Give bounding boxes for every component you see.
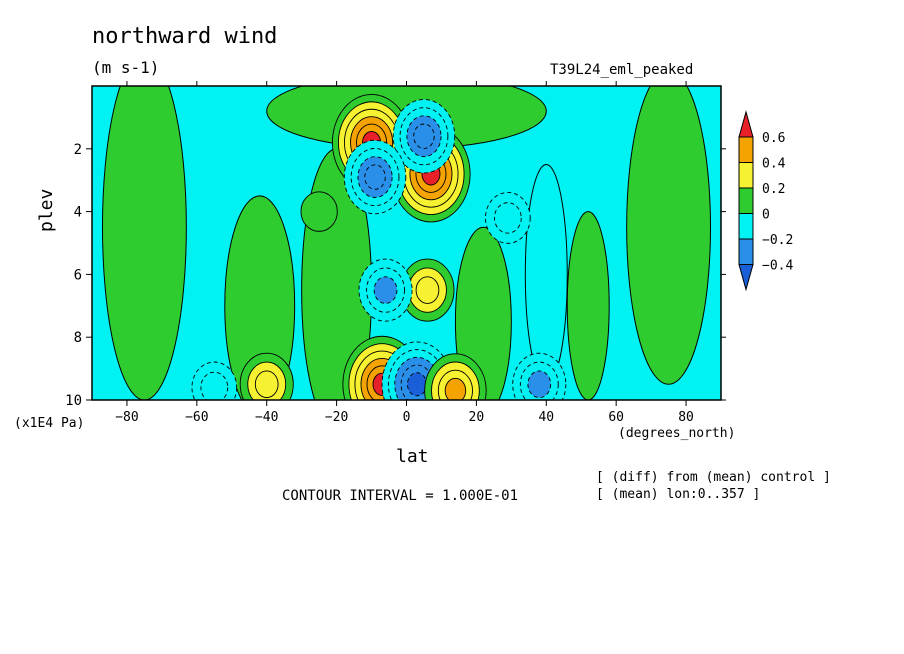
colorbar-segment [738, 187, 754, 214]
y-axis-units: (x1E4 Pa) [14, 416, 85, 431]
x-tick-label: 80 [678, 410, 694, 425]
colorbar-label: 0.6 [762, 131, 785, 146]
contour-band [224, 195, 296, 400]
x-tick-label: −40 [255, 410, 278, 425]
contour-cell [413, 123, 435, 149]
y-tick-label: 2 [74, 142, 82, 158]
contour-cell [200, 371, 229, 400]
colorbar-label: 0 [762, 208, 770, 223]
contour-cell [300, 191, 338, 232]
colorbar-segment [738, 238, 754, 265]
colorbar-segment [738, 213, 754, 240]
contour-cell [364, 164, 386, 190]
y-tick-label: 4 [74, 205, 82, 221]
contour-interval: CONTOUR INTERVAL = 1.000E-01 [282, 488, 519, 504]
chart-units: (m s-1) [92, 58, 160, 77]
experiment-label: T39L24_eml_peaked [550, 62, 694, 78]
y-axis-label: plev [36, 188, 57, 232]
contour-field [92, 86, 721, 400]
contour-cell [254, 370, 279, 399]
diff-note: [ (diff) from (mean) control ] [596, 470, 831, 485]
colorbar-top-arrow [738, 110, 754, 138]
x-tick-label: 20 [469, 410, 485, 425]
x-axis-units: (degrees_north) [618, 426, 736, 441]
colorbar: 0.6 0.4 0.2 0 −0.2 −0.4 [738, 110, 793, 292]
x-tick-label: 60 [608, 410, 624, 425]
contour-cell [527, 370, 552, 399]
x-tick-label: 0 [403, 410, 411, 425]
contour-band [101, 86, 187, 400]
contour-band [524, 164, 568, 385]
colorbar-label: −0.2 [762, 233, 793, 248]
contour-cell [373, 276, 398, 304]
y-tick-label: 6 [74, 267, 82, 283]
contour-cell [493, 202, 522, 234]
colorbar-segment [738, 136, 754, 163]
chart-title: northward wind [92, 24, 278, 49]
colorbar-bottom-arrow [738, 264, 754, 292]
colorbar-label: 0.2 [762, 182, 785, 197]
contour-band [454, 226, 512, 400]
y-tick-label: 8 [74, 330, 82, 346]
contour-cell [444, 377, 467, 400]
x-tick-label: −60 [185, 410, 208, 425]
x-tick-label: −80 [115, 410, 138, 425]
y-tick-label: 10 [65, 393, 82, 409]
x-tick-label: −20 [325, 410, 348, 425]
contour-band [626, 86, 712, 385]
mean-note: [ (mean) lon:0..357 ] [596, 487, 761, 502]
x-axis: −80 −60 −40 −20 0 20 40 60 80 [115, 81, 694, 425]
contour-cell [415, 276, 440, 304]
colorbar-segment [738, 162, 754, 189]
contour-cell [407, 372, 427, 397]
colorbar-label: 0.4 [762, 157, 786, 172]
x-axis-label: lat [396, 446, 429, 467]
colorbar-label: −0.4 [762, 259, 793, 274]
x-tick-label: 40 [538, 410, 554, 425]
y-axis: 2 4 6 8 10 [65, 142, 726, 409]
contour-band [566, 211, 610, 400]
